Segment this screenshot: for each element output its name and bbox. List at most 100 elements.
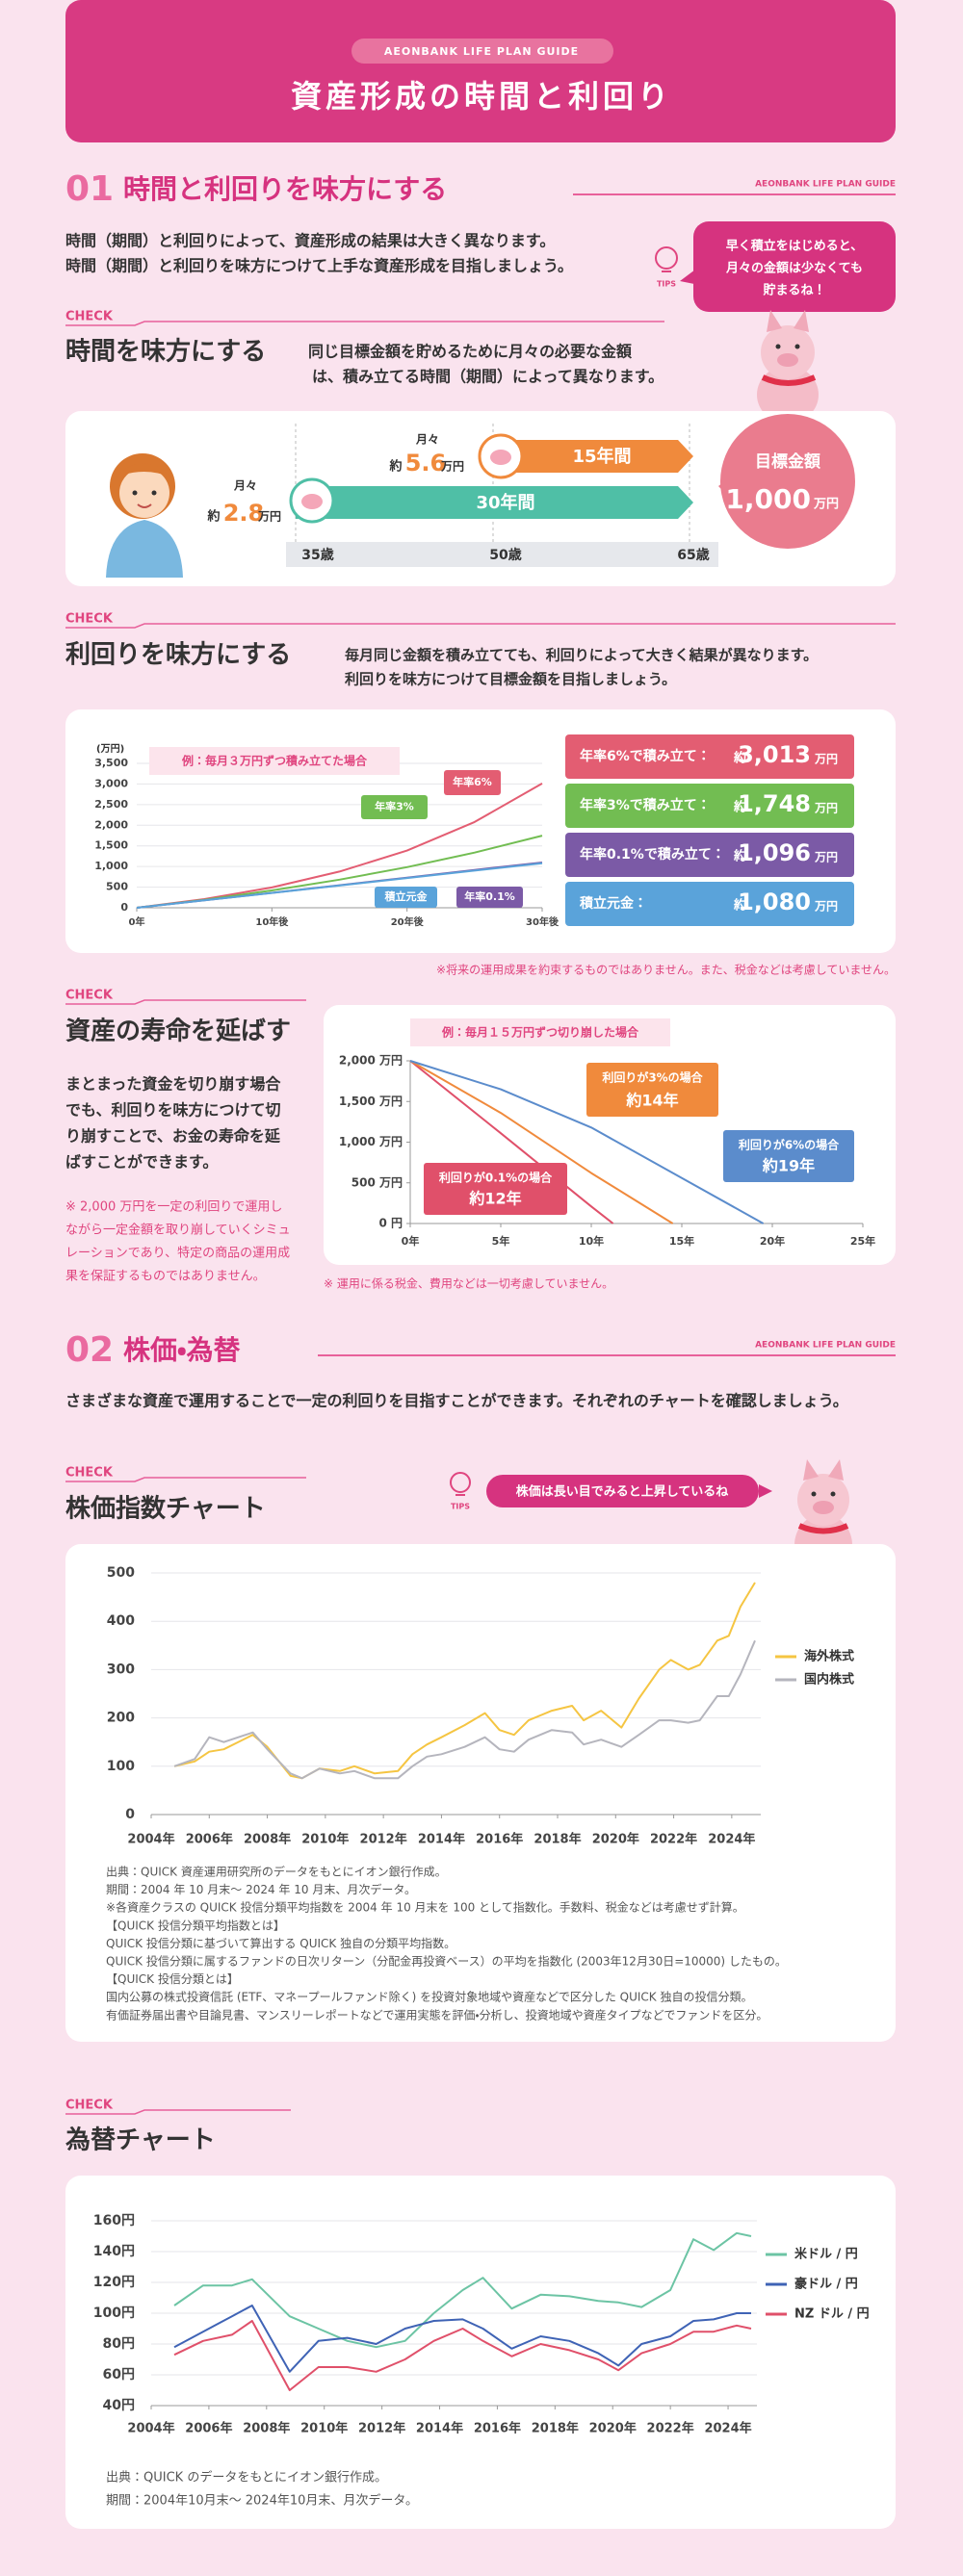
result-box — [565, 833, 854, 877]
intro-line: さまざまな資産で運用することで一定の利回りを目指すことができます。それぞれのチャ… — [65, 1392, 848, 1410]
tips-text: 早く積立をはじめると、 — [726, 239, 863, 254]
callout-box — [444, 770, 501, 795]
x-tick-label: 2018年 — [532, 2421, 579, 2436]
age-label: 65歳 — [677, 547, 709, 563]
callout-box — [456, 887, 523, 908]
goal-circle — [720, 414, 855, 549]
check-label: CHECK — [65, 310, 114, 324]
result-box — [565, 784, 854, 828]
x-tick-label: 2024年 — [704, 2421, 751, 2436]
result-value: 1,080 — [738, 889, 811, 915]
annotation: 例：毎月３万円ずつ積み立てた場合 — [181, 754, 368, 768]
callout-box — [361, 795, 428, 819]
y-tick-label: 80円 — [103, 2336, 135, 2352]
check-rule — [65, 999, 306, 1005]
result-unit: 万円 — [814, 802, 838, 815]
x-tick-label: 2006年 — [185, 2421, 232, 2436]
result-label: 年率3%で積み立て： — [580, 797, 711, 813]
check-desc: は、積み立てる時間（期間）によって異なります。 — [312, 368, 664, 386]
check-title: 資産の寿命を延ばす — [65, 1018, 291, 1046]
pig-ear — [828, 1459, 844, 1481]
woman-bangs — [116, 463, 171, 477]
x-tick-label: 2024年 — [708, 1832, 755, 1847]
notes: 出典：QUICK 資産運用研究所のデータをもとにイオン銀行作成。期間：2004 … — [106, 1865, 787, 2022]
tips-badge: TIPS — [451, 1503, 470, 1511]
callout-duration: 約12年 — [468, 1190, 521, 1208]
y-tick-label: 500 万円 — [351, 1175, 403, 1189]
annotation: 例：毎月１５万円ずつ切り崩した場合 — [441, 1025, 639, 1040]
x-tick-label: 0年 — [402, 1234, 420, 1248]
annotation-box — [149, 747, 400, 775]
check-title: 為替チャート — [65, 2126, 216, 2155]
period-label: 15年間 — [572, 446, 631, 467]
x-tick-label: 30年後 — [526, 915, 560, 928]
y-tick-label: 40円 — [103, 2398, 135, 2413]
x-tick-label: 2012年 — [360, 1832, 407, 1847]
header-box — [65, 0, 896, 142]
data-line — [173, 2320, 752, 2391]
callout-box — [424, 1163, 567, 1215]
age-label: 35歳 — [301, 547, 333, 563]
data-line — [409, 1060, 674, 1224]
header-label: AEONBANK LIFE PLAN GUIDE — [384, 45, 579, 58]
intro-line: 時間（期間）と利回りによって、資産形成の結果は大きく異なります。 — [65, 232, 555, 250]
note-line: ※ 2,000 万円を一定の利回りで運用し — [65, 1200, 282, 1215]
woman-mouth — [137, 503, 152, 508]
x-tick-label: 20年 — [760, 1234, 785, 1248]
result-unit: 万円 — [814, 753, 838, 766]
x-tick-label: 2014年 — [416, 2421, 463, 2436]
result-value: 3,013 — [738, 741, 811, 768]
pig-eye — [811, 1491, 817, 1497]
y-tick-label: 100 — [107, 1759, 135, 1774]
legend-label: 米ドル / 円 — [794, 2247, 858, 2262]
guide-label: AEONBANK LIFE PLAN GUIDE — [755, 180, 896, 190]
header-title: 資産形成の時間と利回り — [291, 78, 672, 115]
woman-face — [119, 468, 169, 518]
y-tick-label: 300 — [107, 1662, 135, 1677]
x-tick-label: 2020年 — [592, 1832, 639, 1847]
check-rule — [65, 321, 664, 326]
piggy — [490, 450, 511, 465]
check-label: CHECK — [65, 2099, 114, 2113]
legend-label: 海外株式 — [804, 1649, 854, 1664]
check-desc: 同じ目標金額を貯めるために月々の必要な金額 — [308, 343, 633, 361]
data-line — [136, 862, 543, 909]
tips-badge: TIPS — [657, 280, 676, 289]
guide-label: AEONBANK LIFE PLAN GUIDE — [755, 1341, 896, 1351]
callout-box — [586, 1063, 718, 1117]
note-line: ながら一定金額を取り崩していくシミュ — [65, 1224, 291, 1238]
x-tick-label: 2012年 — [358, 2421, 405, 2436]
section-title: 株価・為替 — [123, 1334, 241, 1366]
result-prefix: 約 — [733, 898, 746, 914]
pig-head — [761, 325, 815, 379]
x-tick-label: 2004年 — [127, 1832, 174, 1847]
check-label: CHECK — [65, 1466, 114, 1481]
tips-text: 貯まるね！ — [763, 283, 825, 298]
pig-scarf — [797, 1523, 849, 1534]
x-tick-label: 15年 — [669, 1234, 694, 1248]
y-tick-label: 1,000 — [94, 860, 128, 872]
x-tick-label: 2010年 — [301, 1832, 349, 1847]
check-title: 株価指数チャート — [65, 1495, 266, 1524]
callout-label: 積立元金 — [384, 889, 428, 903]
age-label: 50歳 — [489, 547, 521, 563]
period-label: 30年間 — [476, 492, 534, 513]
period-bar-long — [296, 486, 693, 519]
note-line: 【QUICK 投信分類平均指数とは】 — [106, 1918, 285, 1932]
x-tick-label: 2006年 — [186, 1832, 233, 1847]
pig-scarf — [761, 374, 817, 386]
check-rule — [65, 1477, 306, 1482]
legend-label: NZ ドル / 円 — [794, 2307, 870, 2322]
note-line: 【QUICK 投信分類とは】 — [106, 1971, 239, 1986]
annotation-box — [410, 1018, 670, 1046]
result-prefix: 約 — [733, 800, 746, 815]
check-desc: 毎月同じ金額を積み立てても、利回りによって大きく結果が異なります。 — [345, 647, 818, 664]
y-tick-label: 160円 — [93, 2213, 135, 2228]
callout-label: 年率6% — [453, 775, 492, 788]
bulb — [655, 246, 678, 270]
y-tick-label: 140円 — [93, 2244, 135, 2259]
callout-label: 利回りが0.1%の場合 — [439, 1171, 553, 1185]
tips-text: 月々の金額は少なくても — [725, 261, 863, 276]
data-line — [409, 1060, 765, 1224]
body-line: り崩すことで、お金の寿命を延 — [65, 1127, 281, 1146]
